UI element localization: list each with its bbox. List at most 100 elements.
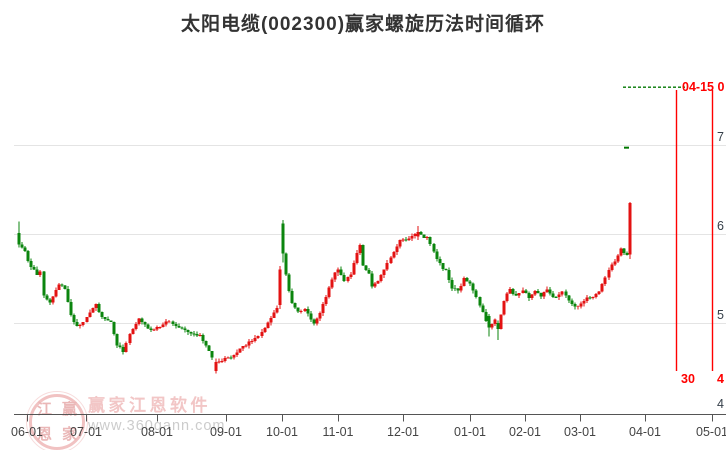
candle-body: [42, 271, 46, 296]
seal-char: 江: [36, 401, 52, 418]
time-cycle-label: 30: [681, 372, 695, 386]
candle-body: [260, 331, 264, 336]
candle-body: [167, 321, 171, 323]
candle-body: [275, 307, 279, 313]
candle-body: [444, 269, 448, 271]
candle-wick: [107, 316, 109, 321]
candle-body: [109, 320, 113, 323]
candle-body: [17, 233, 21, 245]
candle-body: [66, 289, 70, 302]
candle-body: [60, 284, 64, 286]
candle-body: [401, 239, 405, 241]
candle-body: [521, 290, 525, 294]
candle-body: [78, 324, 82, 327]
candle-body: [548, 289, 552, 294]
candle-body: [174, 324, 178, 327]
candle-body: [287, 274, 291, 292]
candle-body: [321, 303, 325, 314]
candle-body: [45, 295, 49, 300]
candle-body: [226, 357, 230, 359]
candle-body: [530, 294, 534, 298]
candle-body: [281, 223, 285, 254]
candle-body: [422, 234, 426, 238]
candle-body: [324, 297, 328, 304]
candle-body: [625, 252, 629, 256]
candle-body: [395, 246, 399, 253]
candle-body: [23, 247, 27, 251]
candle-body: [567, 295, 571, 301]
candle-body: [299, 310, 303, 312]
candle-body: [266, 322, 270, 328]
x-axis-label: 07-01: [70, 425, 102, 439]
candle-body: [94, 304, 98, 309]
candle-body: [407, 238, 411, 240]
candle-body: [610, 264, 614, 270]
candle-body: [269, 317, 273, 323]
candle-body: [370, 273, 374, 287]
candle-body: [468, 281, 472, 284]
candle-body: [54, 289, 58, 297]
candle-body: [441, 263, 445, 270]
candle-body: [413, 233, 417, 236]
candle-body: [312, 319, 316, 324]
candle-body: [389, 257, 393, 263]
candle-body: [57, 284, 61, 290]
candle-body: [284, 253, 288, 275]
x-axis-label: 02-01: [509, 425, 541, 439]
candle-body: [462, 278, 466, 286]
candle-body: [146, 324, 150, 329]
x-axis-label: 06-01: [11, 425, 43, 439]
candle-body: [339, 269, 343, 275]
candle-body: [622, 248, 626, 253]
candle-body: [493, 319, 497, 325]
candle-body: [29, 260, 33, 268]
candle-body: [582, 300, 586, 304]
candle-body: [88, 312, 92, 317]
candle-wick: [457, 287, 459, 294]
candle-body: [131, 328, 135, 335]
candle-wick: [515, 291, 517, 297]
candle-wick: [227, 356, 229, 359]
candle-body: [398, 239, 402, 247]
y-axis-label: 5: [717, 308, 724, 322]
candle-body: [533, 290, 537, 295]
candle-body: [616, 255, 620, 262]
seal-char: 赢: [61, 401, 77, 418]
time-cycle-date-label: 04-15 0: [682, 80, 724, 94]
x-axis-label: 03-01: [564, 425, 596, 439]
candle-body: [603, 277, 607, 284]
candle-body: [183, 328, 187, 330]
candle-body: [124, 342, 128, 353]
candle-wick: [454, 285, 456, 291]
candle-body: [425, 237, 429, 239]
candle-body: [508, 289, 512, 294]
candle-body: [69, 301, 73, 315]
candle-body: [511, 289, 515, 295]
candle-wick: [405, 237, 407, 242]
candle-wick: [497, 320, 499, 340]
candle-body: [118, 345, 122, 347]
candle-body: [155, 327, 159, 330]
candle-body: [51, 296, 55, 303]
candle-body: [177, 326, 181, 328]
candle-body: [241, 346, 245, 349]
y-axis-label: 7: [717, 130, 724, 144]
candle-body: [416, 232, 420, 237]
candle-body: [376, 280, 380, 284]
candle-body: [309, 313, 313, 320]
candle-body: [499, 314, 503, 330]
brand-seal-icon: 江 赢 恩 家: [26, 391, 88, 450]
candle-body: [459, 285, 463, 291]
candle-body: [517, 293, 521, 296]
watermark-brand-text: 赢家江恩软件: [88, 396, 211, 415]
candle-body: [560, 291, 564, 295]
candle-body: [367, 270, 371, 274]
candle-body: [346, 277, 350, 282]
x-axis-label: 08-01: [141, 425, 173, 439]
candle-body: [306, 308, 310, 314]
candle-body: [628, 202, 632, 255]
candle-body: [278, 269, 282, 306]
candle-body: [474, 290, 478, 297]
time-cycle-annotations: 30 4 04-15 0: [623, 80, 724, 386]
